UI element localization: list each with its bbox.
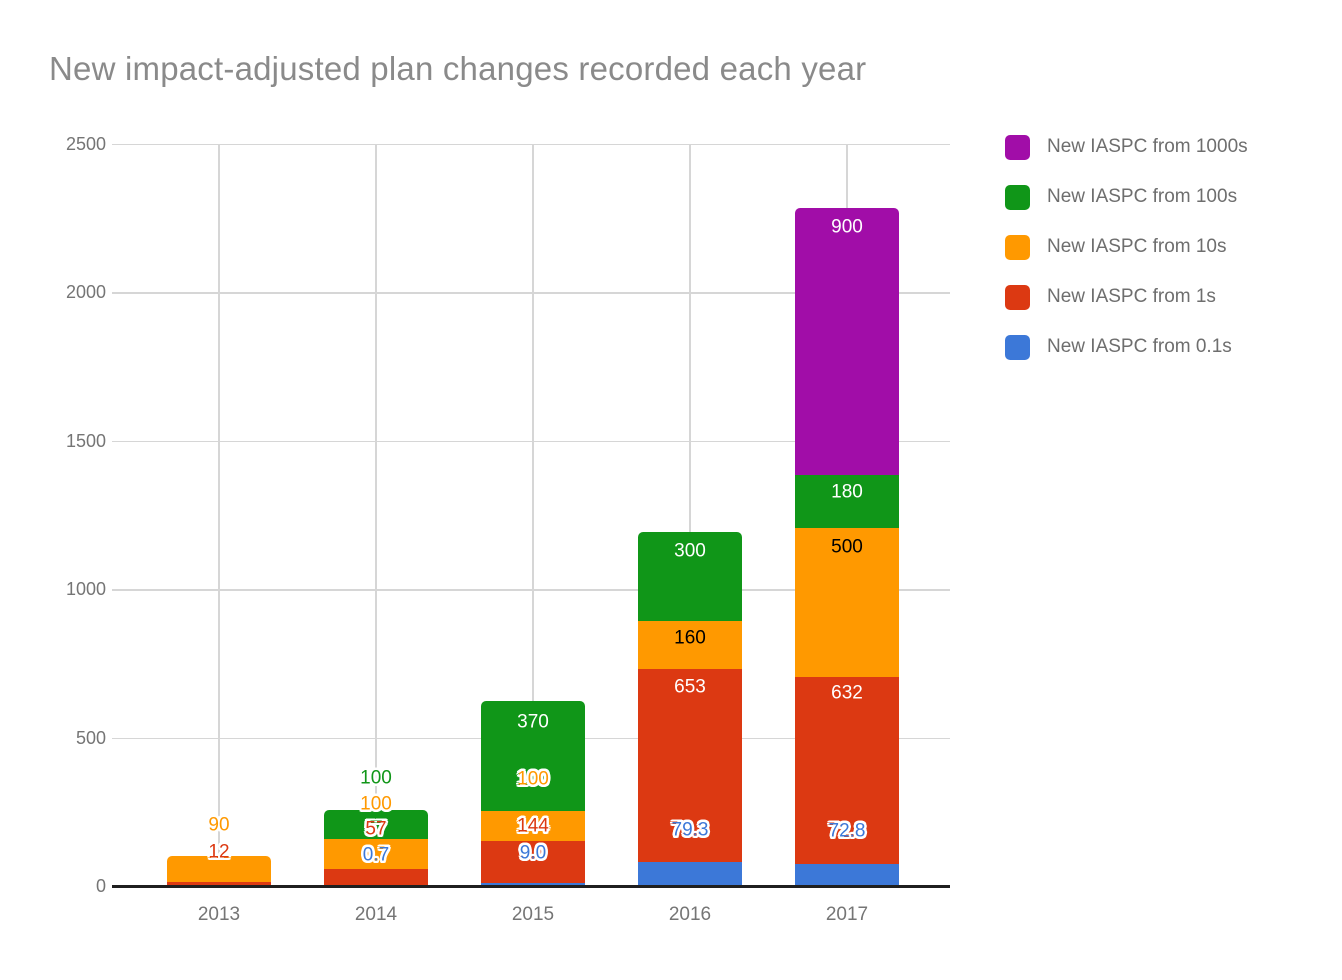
legend-item[interactable]: New IASPC from 100s [1005, 184, 1238, 210]
gridline-vertical [375, 144, 377, 886]
x-axis-line [112, 885, 950, 888]
bar-value-label: 144 [517, 815, 549, 837]
bar-value-label: 632 [831, 682, 863, 704]
x-axis-category-label: 2016 [668, 904, 712, 925]
gridline-horizontal [112, 589, 950, 591]
bar-segment[interactable] [324, 809, 428, 840]
legend-item-label: New IASPC from 1s [1047, 286, 1216, 307]
gridline-horizontal [112, 440, 950, 443]
x-axis-category-label: 2013 [197, 904, 241, 925]
legend-swatch [1005, 234, 1030, 260]
legend-item[interactable]: New IASPC from 1s [1005, 284, 1216, 310]
y-axis-tick-label: 2000 [65, 282, 106, 303]
legend-swatch [1005, 284, 1030, 310]
bar-segment[interactable] [638, 862, 742, 886]
y-axis-tick-label: 1000 [65, 579, 106, 600]
bar-segment[interactable] [795, 528, 899, 677]
bar-value-label: 900 [831, 216, 863, 238]
legend-item[interactable]: New IASPC from 10s [1005, 234, 1227, 260]
bar-value-label: 90 [208, 814, 230, 836]
gridline-vertical [218, 144, 220, 886]
legend-item[interactable]: New IASPC from 1000s [1005, 134, 1248, 160]
x-axis-category-label: 2015 [511, 904, 555, 925]
bar-value-label: 500 [831, 536, 863, 558]
bar-segment[interactable] [481, 810, 585, 841]
legend-swatch [1005, 334, 1030, 360]
x-axis-category-label: 2014 [354, 904, 398, 925]
legend-item-label: New IASPC from 0.1s [1047, 336, 1232, 357]
chart-title: New impact-adjusted plan changes recorde… [49, 50, 867, 87]
bar-segment[interactable] [795, 676, 899, 865]
bar-segment[interactable] [795, 207, 899, 475]
legend-item-label: New IASPC from 100s [1047, 186, 1238, 207]
bar-segment[interactable] [481, 701, 585, 811]
bar-segment[interactable] [638, 621, 742, 669]
legend-item-label: New IASPC from 1000s [1047, 136, 1248, 157]
bar-value-label: 72.8 [828, 820, 866, 842]
legend-item-label: New IASPC from 10s [1047, 236, 1227, 257]
bar-value-label: 100 [360, 767, 392, 789]
bar-segment[interactable] [795, 474, 899, 529]
bar-value-label: 653 [674, 676, 706, 698]
bar-value-label: 100 [517, 768, 549, 790]
legend-swatch [1005, 134, 1030, 160]
y-axis-tick-label: 500 [75, 727, 106, 748]
bar-value-label: 79.3 [671, 819, 709, 841]
bar-value-label: 12 [208, 841, 230, 863]
bar-segment[interactable] [167, 855, 271, 883]
bar-value-label: 160 [674, 627, 706, 649]
gridline-horizontal [112, 292, 950, 294]
bar-value-label: 0.7 [362, 844, 390, 866]
gridline-horizontal [112, 144, 950, 146]
x-axis-category-label: 2017 [825, 904, 869, 925]
legend-swatch [1005, 184, 1030, 210]
bar-value-label: 57 [365, 818, 387, 840]
gridline-vertical [689, 144, 691, 886]
bar-segment[interactable] [638, 668, 742, 863]
bar-segment[interactable] [481, 883, 585, 886]
bar-segment[interactable] [481, 840, 585, 884]
gridline-vertical [532, 144, 534, 886]
y-axis-tick-label: 1500 [65, 430, 106, 451]
bar-segment[interactable] [324, 839, 428, 869]
bar-segment[interactable] [638, 532, 742, 622]
bar-value-label: 300 [674, 540, 706, 562]
bar-segment[interactable] [167, 882, 271, 886]
bar-value-label: 180 [831, 481, 863, 503]
bar-value-label: 100 [360, 793, 392, 815]
bar-segment[interactable] [795, 864, 899, 886]
y-axis-tick-label: 0 [95, 876, 106, 896]
bar-value-label: 9.0 [519, 842, 547, 864]
legend-item[interactable]: New IASPC from 0.1s [1005, 334, 1232, 360]
bar-segment[interactable] [324, 868, 428, 886]
bar-value-label: 370 [517, 711, 549, 733]
y-axis-tick-label: 2500 [65, 134, 106, 154]
